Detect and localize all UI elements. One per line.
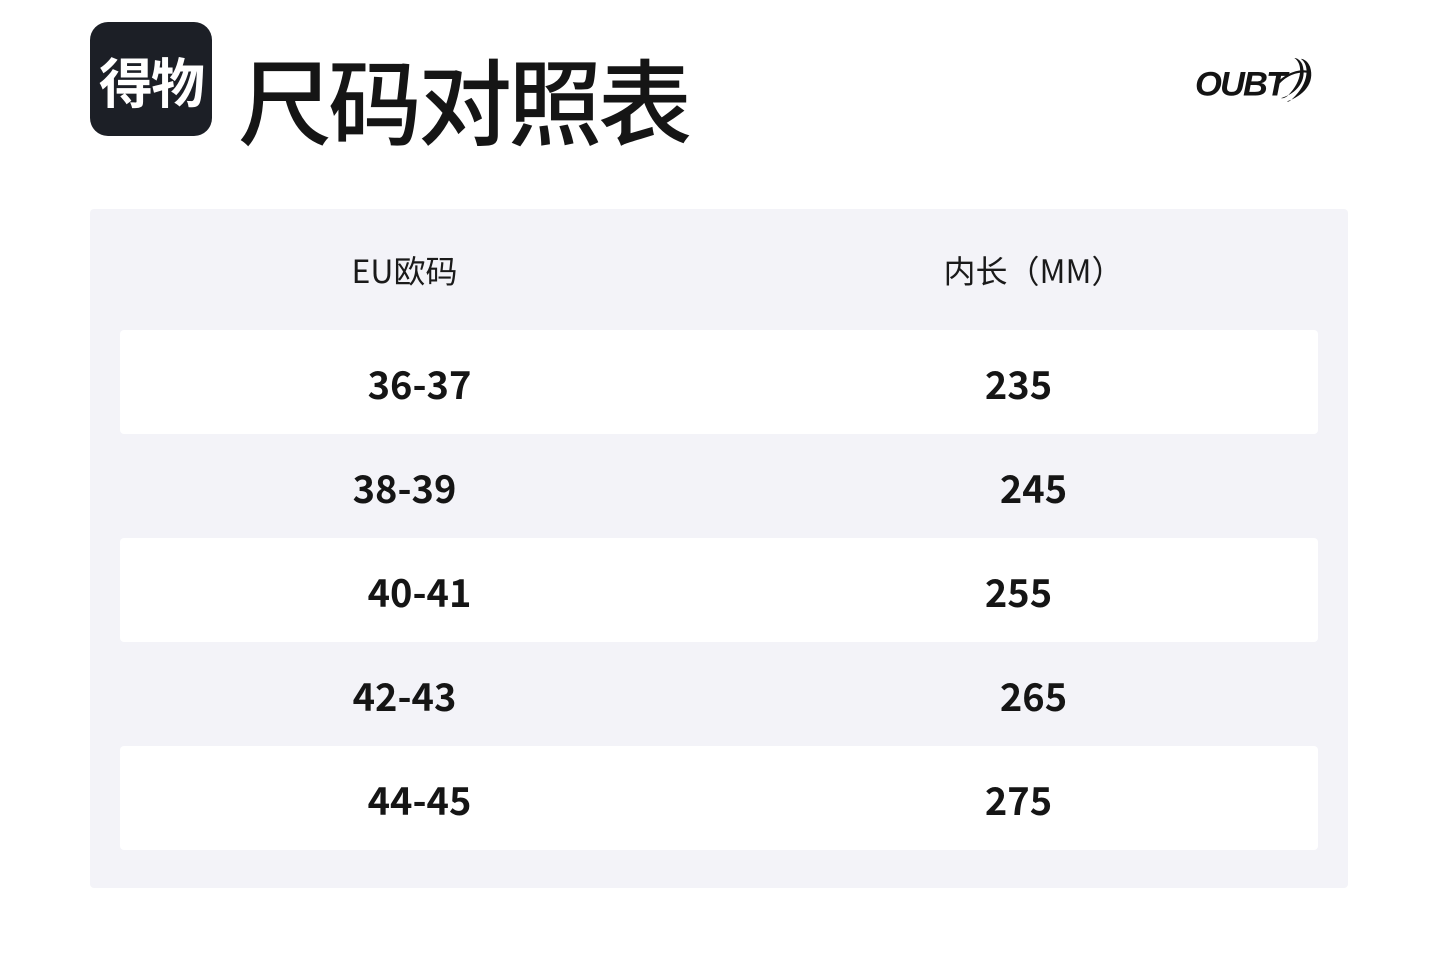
svg-text:OUBT: OUBT [1195,65,1290,103]
